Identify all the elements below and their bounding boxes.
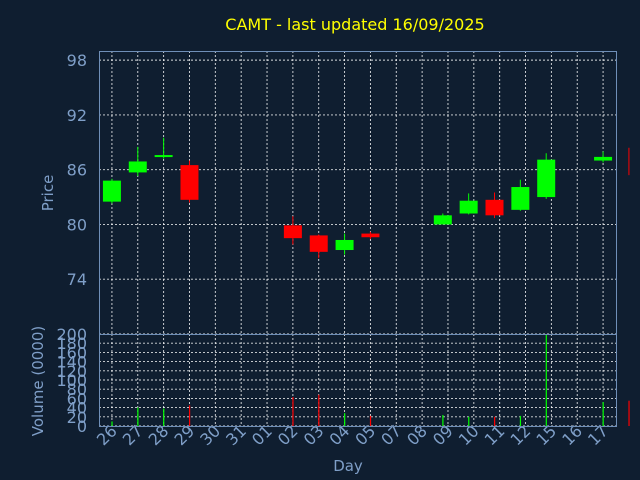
candle-body (511, 187, 530, 210)
volume-tick-label: 140 (56, 353, 87, 372)
candle-body (459, 200, 478, 214)
volume-tick-label: 40 (67, 399, 87, 418)
candle-body (594, 156, 613, 161)
volume-bar (369, 415, 372, 426)
price-candles (102, 137, 630, 259)
candle-body (283, 225, 302, 239)
price-tick-label: 86 (67, 161, 87, 180)
volume-tick-label: 160 (56, 343, 87, 362)
chart-title: CAMT - last updated 16/09/2025 (225, 15, 484, 34)
candle-body (180, 165, 199, 200)
price-tick-label: 74 (67, 270, 87, 289)
volume-bar (344, 413, 346, 426)
x-tick-label: 16 (558, 421, 586, 449)
price-tick-label: 92 (67, 106, 87, 125)
volume-bar (628, 400, 630, 426)
volume-bar (494, 416, 496, 426)
candle-body (335, 239, 354, 251)
volume-bar (602, 402, 604, 426)
candle-body (361, 233, 380, 238)
volume-bar (545, 334, 547, 426)
candle-body (433, 215, 452, 225)
x-tick-label: 27 (119, 421, 147, 449)
volume-bar (163, 408, 165, 426)
candle-body (154, 155, 173, 158)
candle-body (128, 161, 147, 173)
volume-tick-label: 180 (56, 334, 87, 353)
volume-tick-label: 20 (67, 408, 87, 427)
x-tick-label: 29 (170, 421, 198, 449)
volume-axis-label: Volume (0000) (29, 326, 47, 436)
x-axis-label: Day (333, 457, 363, 475)
volume-bars (111, 334, 630, 426)
volume-bar (111, 421, 113, 426)
volume-bar (188, 405, 191, 426)
candle-body (102, 180, 121, 202)
volume-bar (442, 414, 444, 426)
volume-tick-label: 60 (67, 389, 87, 408)
price-tick-label: 98 (67, 51, 87, 70)
price-tick-label: 80 (67, 215, 87, 234)
volume-tick-label: 120 (56, 362, 87, 381)
volume-panel-frame (99, 334, 617, 427)
volume-tick-label: 100 (56, 371, 87, 390)
x-tick-label: 12 (507, 421, 535, 449)
y-axis-label: Price (39, 175, 57, 212)
x-tick-label: 31 (222, 421, 250, 449)
x-tick-label: 04 (326, 421, 354, 449)
candle-body (537, 159, 556, 198)
volume-tick-label: 0 (77, 417, 87, 436)
x-tick-label: 10 (455, 421, 483, 449)
volume-gridlines (99, 333, 616, 427)
volume-bar (468, 416, 470, 426)
price-axis: 74 80 86 92 98 (67, 51, 87, 289)
candle-body (309, 235, 328, 252)
volume-tick-label: 80 (67, 380, 87, 399)
x-tick-label: 02 (274, 421, 302, 449)
candle-body (485, 199, 504, 216)
volume-bar (137, 407, 139, 426)
volume-bar (318, 394, 320, 426)
volume-bar (292, 397, 294, 426)
volume-tick-label: 200 (56, 325, 87, 344)
volume-bar (519, 415, 522, 426)
